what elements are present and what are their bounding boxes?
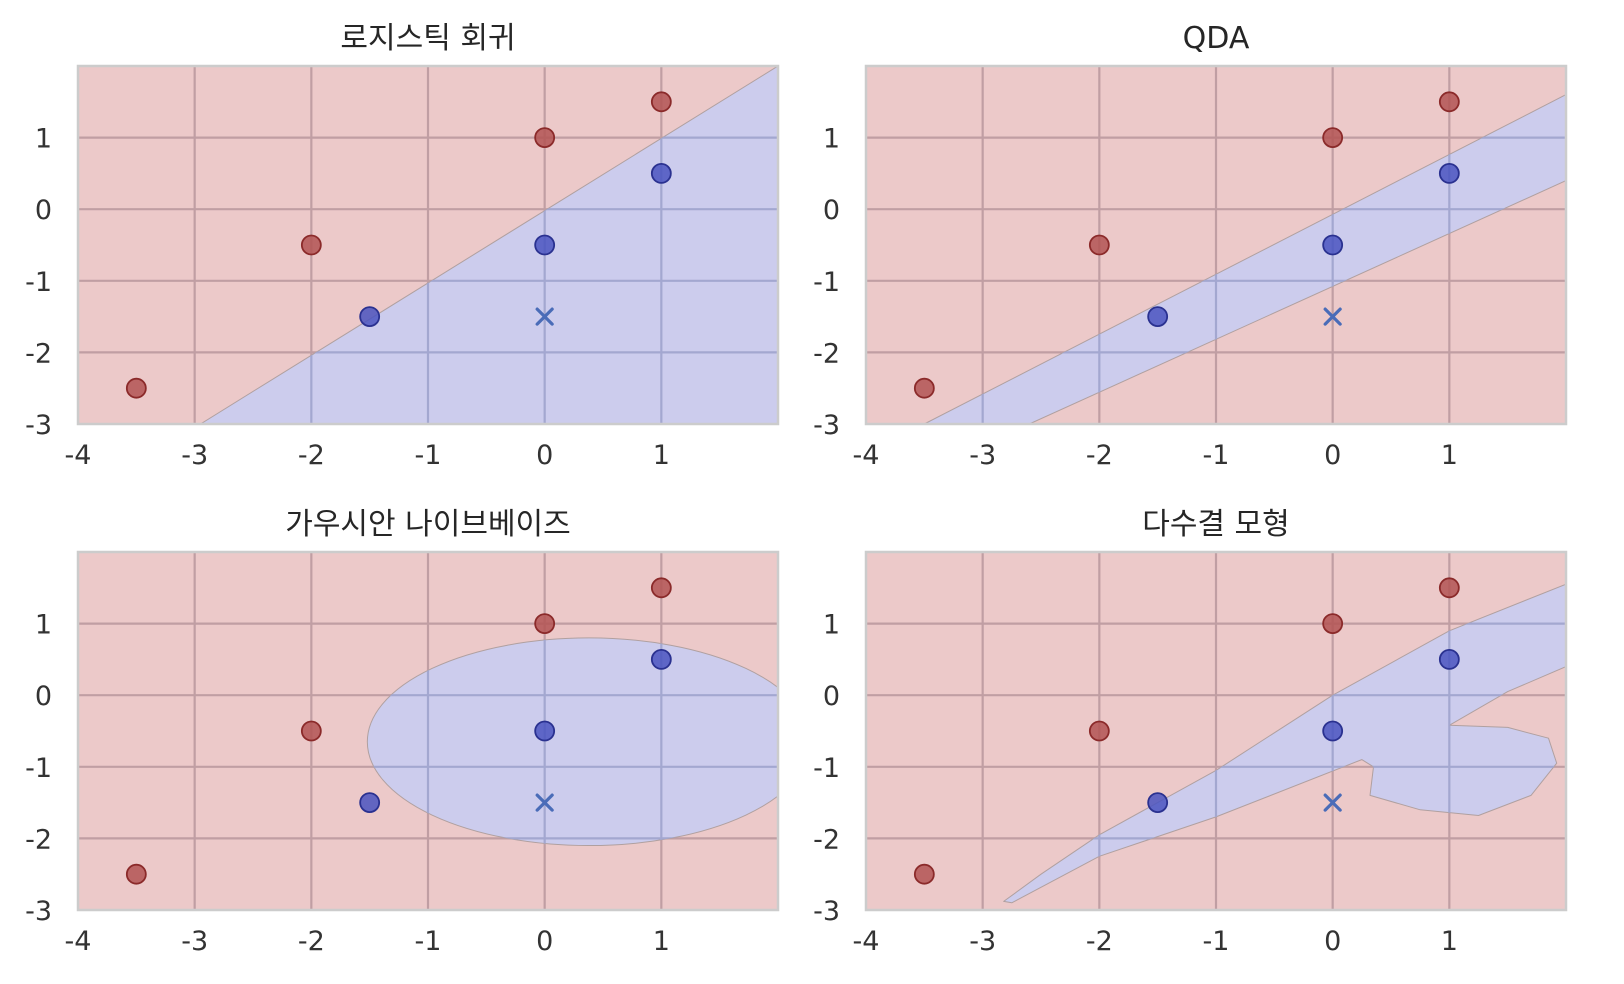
class0-point xyxy=(913,377,935,399)
x-tick-label: 0 xyxy=(1324,926,1341,957)
class0-point xyxy=(534,127,556,149)
x-tick-label: -4 xyxy=(853,440,880,471)
panel-qda: -4 -3 -2 -1 0 1 -3 -2 -1 0 1 QDA xyxy=(813,21,1568,471)
panel-logistic-regression: -4 -3 -2 -1 0 1 -3 -2 -1 0 1 로지스틱 회귀 xyxy=(25,21,780,471)
x-tick-label: -3 xyxy=(969,440,996,471)
x-tick-label: 0 xyxy=(536,440,553,471)
y-tick-label: 1 xyxy=(823,610,840,641)
x-tick-label: -4 xyxy=(65,440,92,471)
test-point-marker xyxy=(535,307,554,326)
class0-point xyxy=(125,863,147,885)
class1-region xyxy=(200,66,778,424)
x-tick-label: 1 xyxy=(653,926,670,957)
y-tick-label: -2 xyxy=(25,824,52,855)
y-tick-label: 0 xyxy=(823,681,840,712)
class0-point xyxy=(1438,577,1460,599)
x-tick-label: 0 xyxy=(1324,440,1341,471)
class1-point xyxy=(650,649,672,670)
x-tick-label: -3 xyxy=(181,440,208,471)
class1-region xyxy=(1003,583,1566,904)
panel-majority-voting: -4 -3 -2 -1 0 1 -3 -2 -1 0 1 다수결 모형 xyxy=(813,507,1568,957)
x-tick-label: 1 xyxy=(653,440,670,471)
class1-point xyxy=(534,720,556,742)
y-tick-label: -2 xyxy=(813,338,840,369)
test-point-marker xyxy=(1323,307,1342,326)
y-tick-label: -3 xyxy=(25,896,52,927)
axes-frame xyxy=(76,64,780,426)
class1-point xyxy=(1147,306,1169,328)
class1-region xyxy=(923,94,1566,424)
panel-gaussian-naive-bayes: -4 -3 -2 -1 0 1 -3 -2 -1 0 1 가우시안 나이브베이즈 xyxy=(25,507,780,957)
y-tick-label: -2 xyxy=(25,338,52,369)
class0-point xyxy=(1438,91,1460,113)
x-tick-label: -2 xyxy=(1086,440,1113,471)
y-tick-label: -1 xyxy=(25,753,52,784)
x-tick-label: -2 xyxy=(298,926,325,957)
x-tick-label: -2 xyxy=(298,440,325,471)
test-point-marker xyxy=(1323,793,1342,812)
panel-title: QDA xyxy=(1183,21,1250,56)
x-tick-label: -1 xyxy=(1203,926,1230,957)
x-tick-label: -2 xyxy=(1086,926,1113,957)
y-tick-label: 0 xyxy=(35,681,52,712)
x-tick-label: -4 xyxy=(853,926,880,957)
y-tick-label: 0 xyxy=(35,195,52,226)
class0-point xyxy=(300,234,322,256)
class1-point xyxy=(1438,162,1460,184)
panel-title: 다수결 모형 xyxy=(1142,507,1290,542)
y-tick-label: -3 xyxy=(813,410,840,441)
class1-region xyxy=(366,637,778,847)
y-tick-label: -3 xyxy=(813,896,840,927)
x-tick-label: 1 xyxy=(1441,926,1458,957)
test-point-marker xyxy=(535,793,554,812)
y-tick-label: -1 xyxy=(813,753,840,784)
class0-point xyxy=(1322,613,1344,634)
class1-point xyxy=(650,162,672,184)
y-tick-label: -3 xyxy=(25,410,52,441)
class0-point xyxy=(913,863,935,885)
class1-point xyxy=(1322,720,1344,742)
x-tick-label: 0 xyxy=(536,926,553,957)
x-tick-label: -1 xyxy=(415,926,442,957)
x-tick-label: 1 xyxy=(1441,440,1458,471)
class0-point xyxy=(125,377,147,399)
class1-point xyxy=(1322,234,1344,256)
y-tick-label: 1 xyxy=(823,124,840,155)
panel-title: 가우시안 나이브베이즈 xyxy=(285,507,571,542)
x-tick-label: -3 xyxy=(181,926,208,957)
x-tick-label: -1 xyxy=(415,440,442,471)
class1-point xyxy=(1147,792,1169,813)
class0-point xyxy=(1088,720,1110,742)
class0-point xyxy=(300,720,322,742)
y-tick-label: -2 xyxy=(813,824,840,855)
axes-frame xyxy=(864,64,1568,426)
y-tick-label: 0 xyxy=(823,195,840,226)
class1-point xyxy=(1438,649,1460,670)
axes-frame xyxy=(76,550,780,912)
class1-point xyxy=(359,792,381,813)
y-tick-label: 1 xyxy=(35,610,52,641)
class0-point xyxy=(650,577,672,599)
panel-title: 로지스틱 회귀 xyxy=(340,21,515,56)
class1-point xyxy=(534,234,556,256)
y-tick-label: -1 xyxy=(25,267,52,298)
y-tick-label: -1 xyxy=(813,267,840,298)
y-tick-label: 1 xyxy=(35,124,52,155)
class0-point xyxy=(1088,234,1110,256)
x-tick-label: -4 xyxy=(65,926,92,957)
class0-point xyxy=(534,613,556,634)
x-tick-label: -3 xyxy=(969,926,996,957)
class0-point xyxy=(1322,127,1344,149)
class1-point xyxy=(359,306,381,328)
class0-point xyxy=(650,91,672,113)
x-tick-label: -1 xyxy=(1203,440,1230,471)
axes-frame xyxy=(864,550,1568,912)
